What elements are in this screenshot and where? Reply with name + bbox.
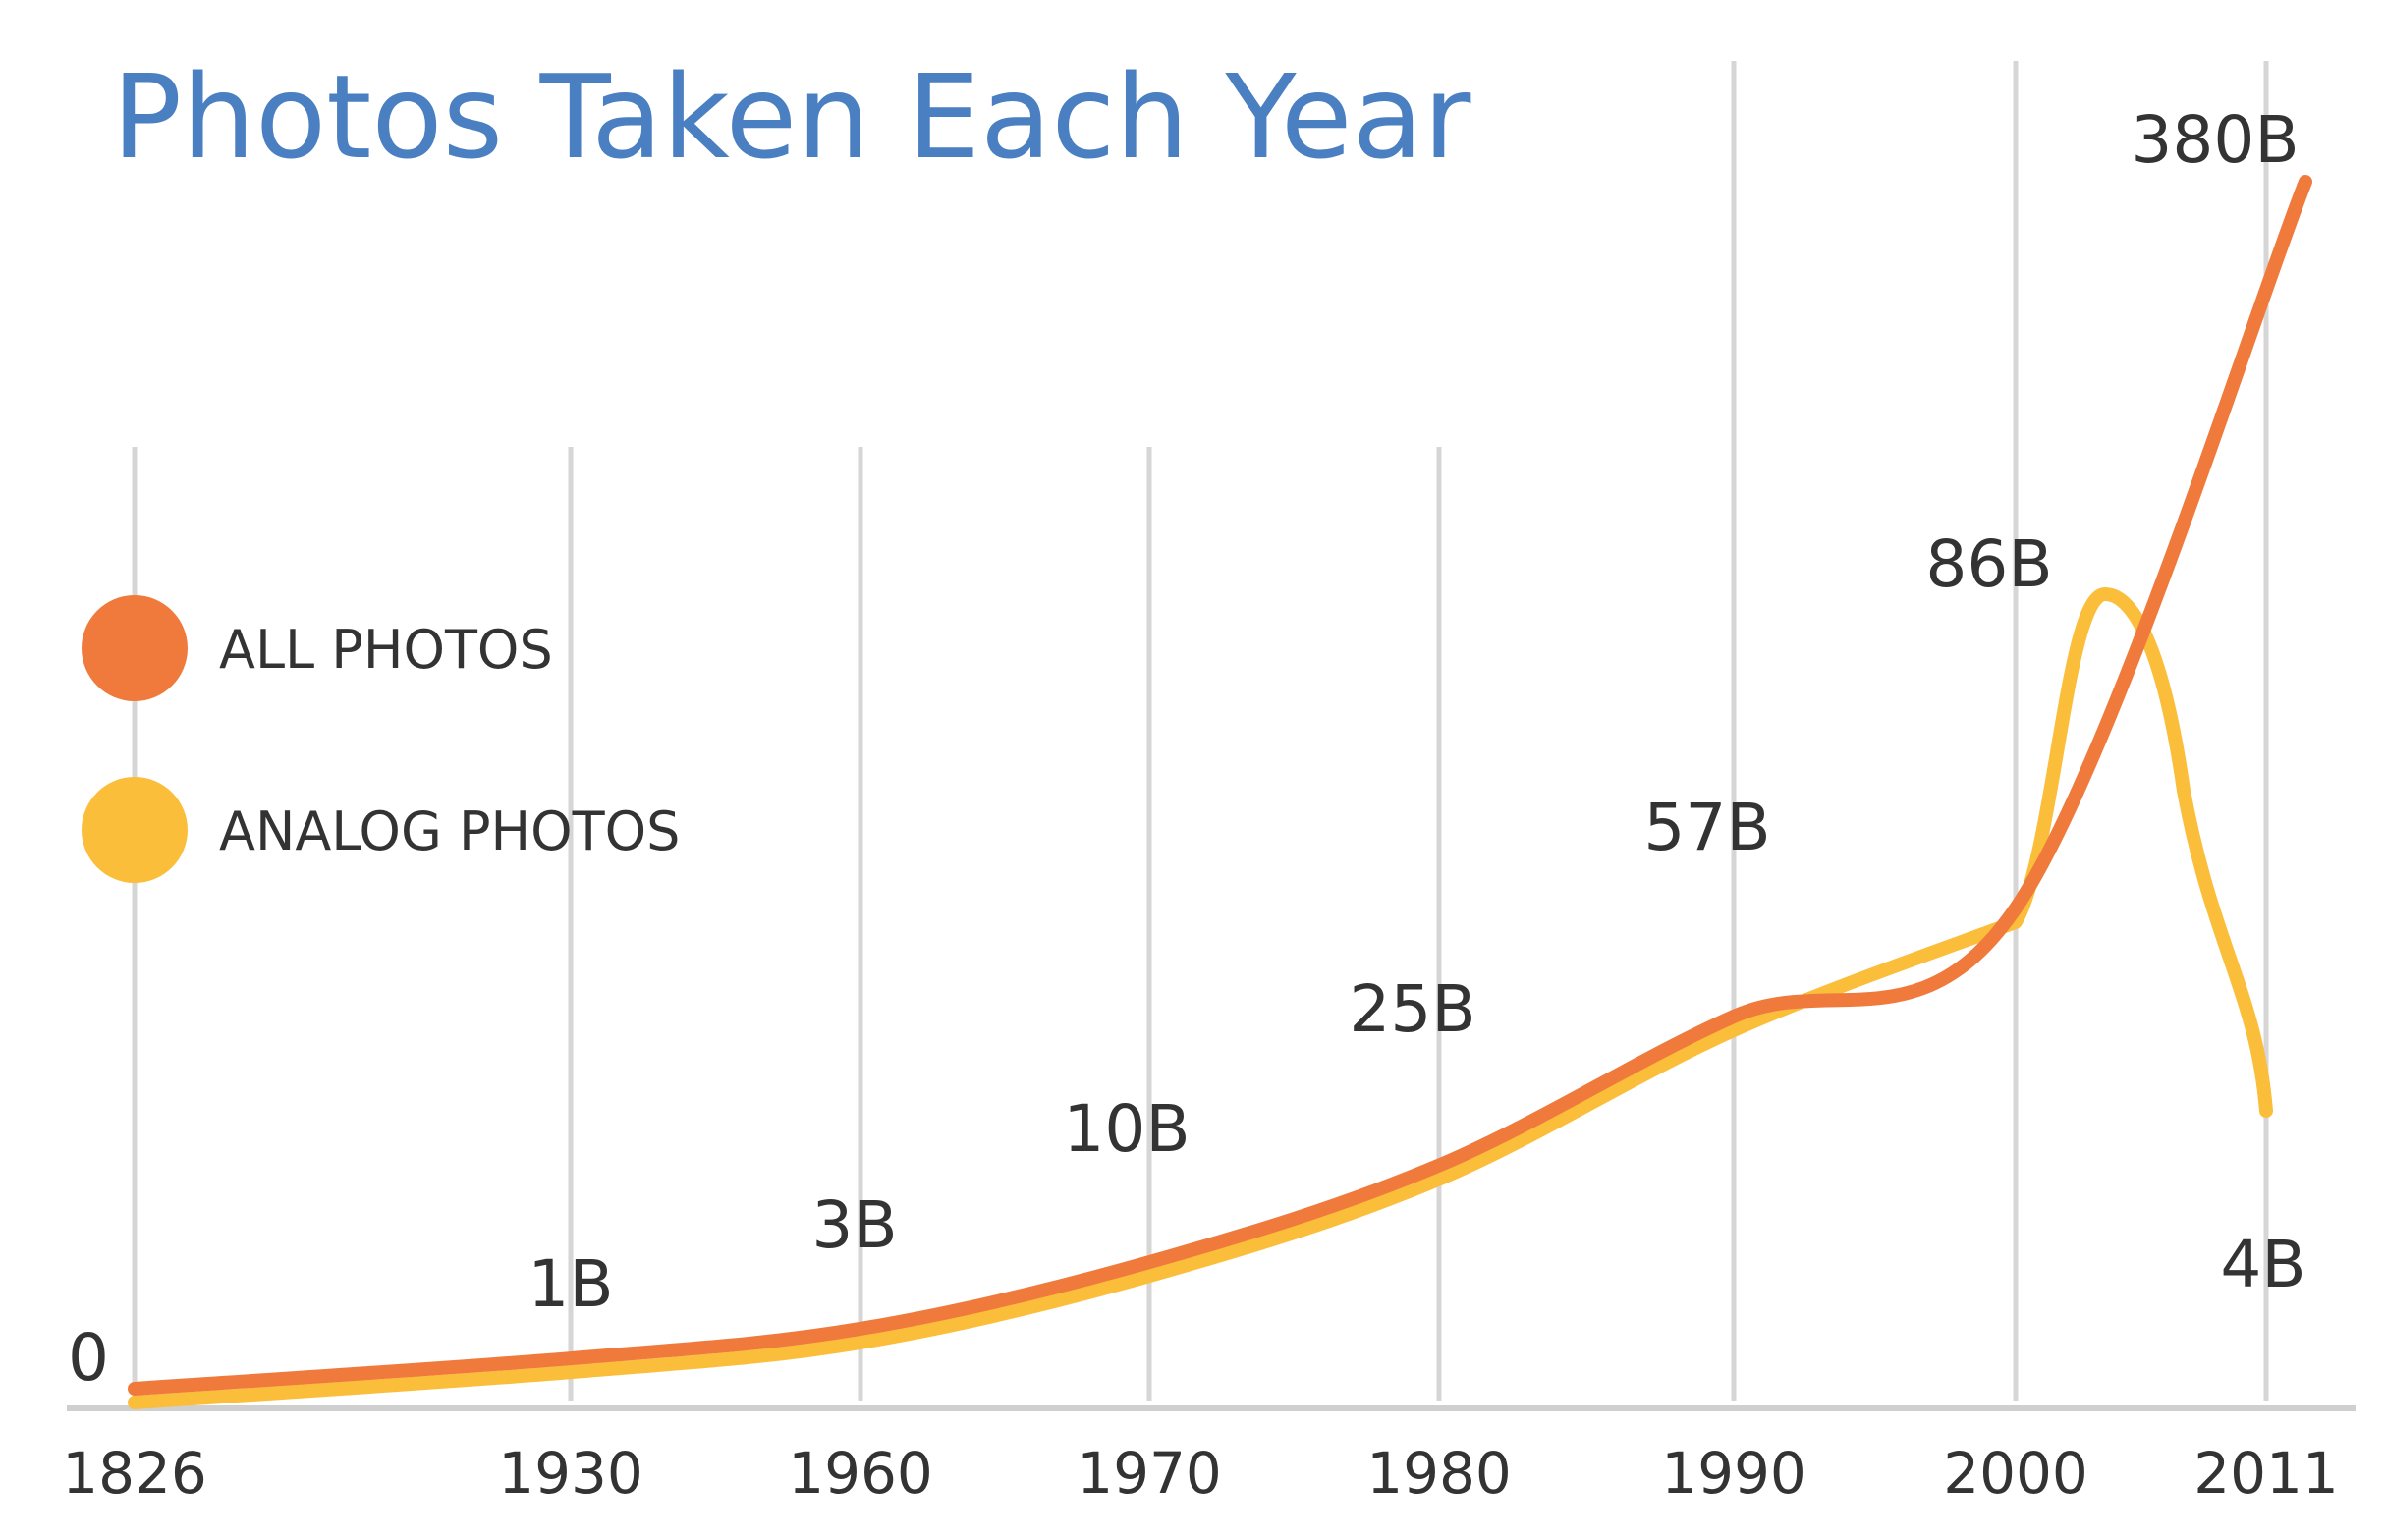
data-label-8: 4B [2220,1227,2305,1302]
data-label-6: 86B [1925,526,2052,602]
chart-title: Photos Taken Each Year [112,49,1471,185]
x-tick-label-2000: 2000 [1943,1440,2088,1507]
data-label-2: 3B [811,1187,897,1263]
data-label-4: 25B [1349,971,1475,1047]
legend-label-1: ANALOG PHOTOS [219,800,680,862]
series-line-analog-photos [128,587,2273,1409]
x-tick-label-1980: 1980 [1366,1440,1512,1507]
data-label-7: 380B [2131,102,2299,178]
data-label-1: 1B [527,1246,613,1322]
data-label-5: 57B [1643,790,1770,865]
data-label-0: 0 [68,1320,109,1396]
legend: ALL PHOTOS ANALOG PHOTOS [82,595,680,883]
gridlines [132,61,2269,1401]
x-tick-label-1960: 1960 [788,1440,933,1507]
data-labels: 0 1B 3B 10B 25B 57B 86B 380B 4B [68,102,2306,1396]
x-axis: 1826 1930 1960 1970 1980 1990 2000 2011 [62,1405,2356,1507]
legend-label-0: ALL PHOTOS [219,619,553,681]
series-lines [128,175,2312,1409]
series-line-all-photos [128,175,2312,1396]
x-tick-label-1826: 1826 [62,1440,207,1507]
x-tick-label-1970: 1970 [1077,1440,1222,1507]
x-tick-label-1930: 1930 [498,1440,643,1507]
legend-swatch-1 [82,777,188,883]
x-tick-label-2011: 2011 [2193,1440,2339,1507]
legend-swatch-0 [82,595,188,701]
x-tick-label-1990: 1990 [1661,1440,1806,1507]
data-label-3: 10B [1063,1091,1190,1167]
